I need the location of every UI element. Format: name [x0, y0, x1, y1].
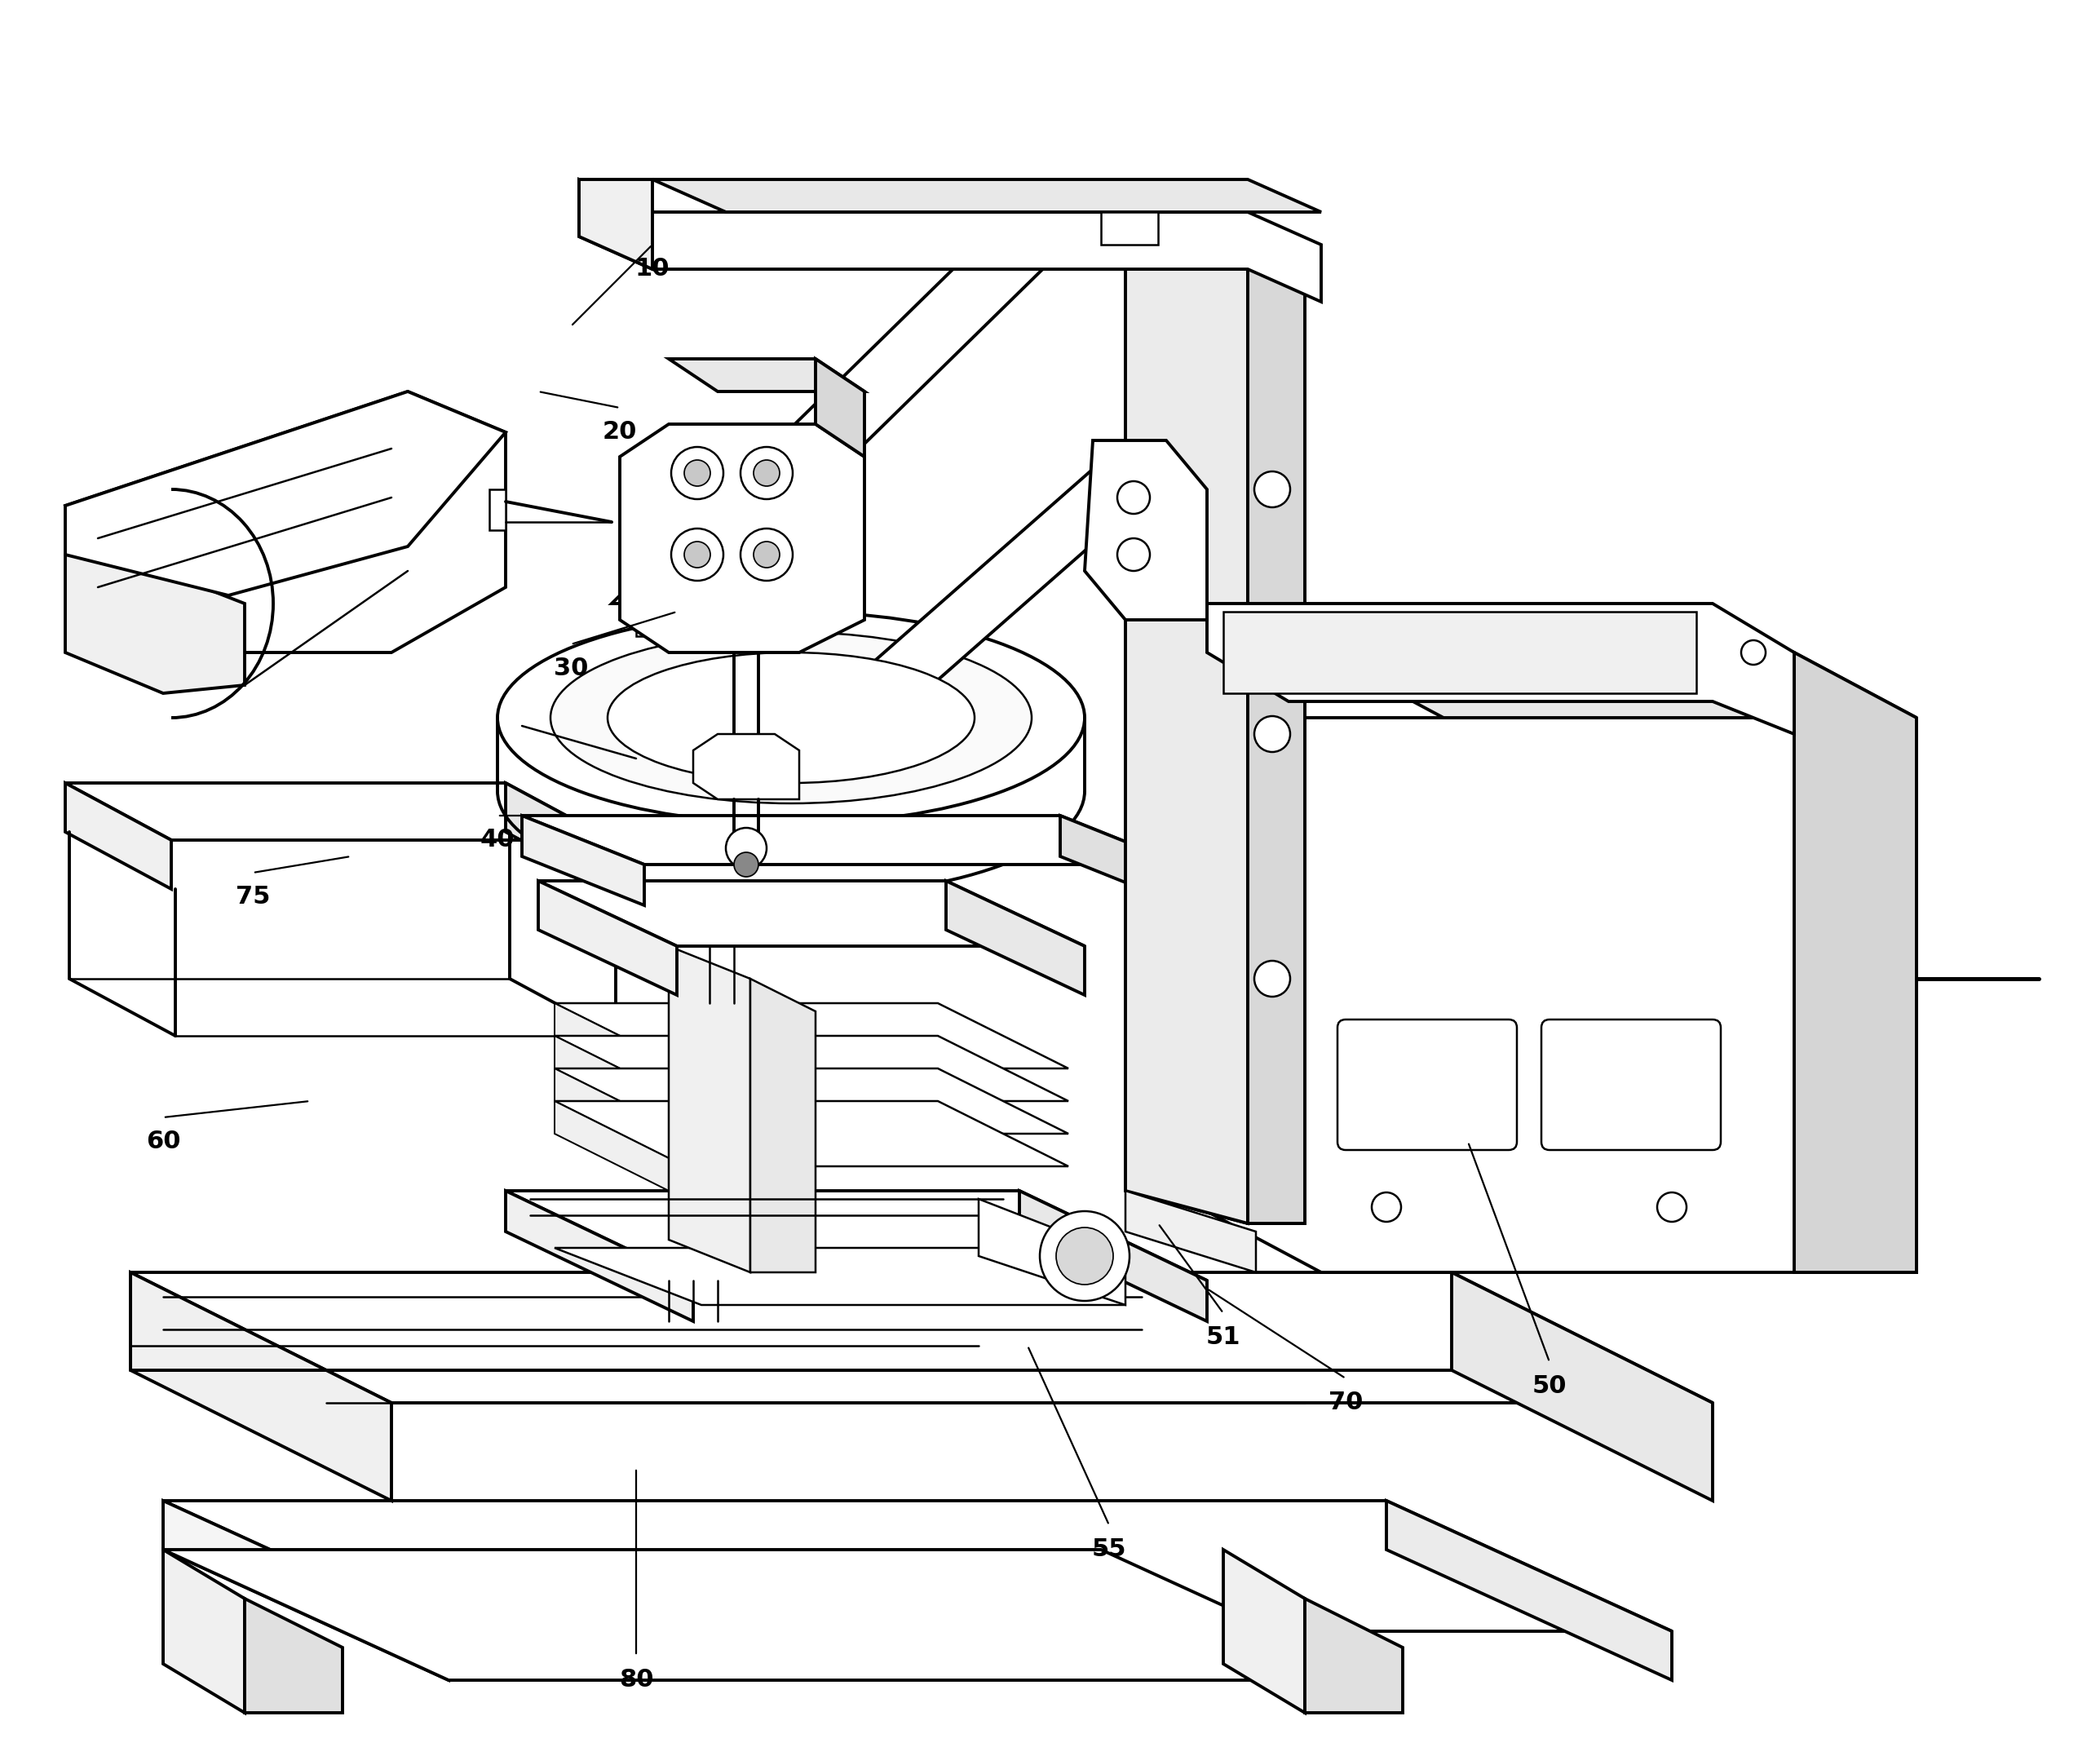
Polygon shape: [750, 978, 815, 1273]
Polygon shape: [693, 734, 800, 799]
Polygon shape: [611, 212, 1100, 604]
Circle shape: [741, 529, 792, 581]
Polygon shape: [65, 546, 246, 694]
Polygon shape: [164, 1501, 1672, 1631]
Text: 30: 30: [554, 657, 588, 681]
Polygon shape: [164, 1549, 1386, 1680]
Circle shape: [741, 448, 792, 499]
Polygon shape: [65, 783, 611, 839]
Polygon shape: [1451, 1273, 1714, 1501]
Polygon shape: [653, 179, 1321, 212]
Polygon shape: [554, 1101, 685, 1199]
Polygon shape: [668, 358, 865, 392]
Circle shape: [754, 460, 779, 486]
Circle shape: [672, 448, 722, 499]
Circle shape: [1254, 471, 1289, 507]
Polygon shape: [1304, 1598, 1403, 1712]
Circle shape: [685, 541, 710, 567]
Polygon shape: [554, 1101, 1069, 1166]
Polygon shape: [506, 1191, 1208, 1280]
Polygon shape: [1321, 653, 1917, 718]
Circle shape: [1117, 481, 1151, 515]
FancyBboxPatch shape: [1541, 1020, 1720, 1150]
Polygon shape: [1126, 1191, 1256, 1273]
Circle shape: [1254, 716, 1289, 752]
Circle shape: [1117, 539, 1151, 571]
Polygon shape: [857, 441, 1182, 701]
Text: 55: 55: [1092, 1538, 1126, 1561]
Ellipse shape: [550, 632, 1031, 804]
Polygon shape: [1199, 718, 1917, 1273]
Polygon shape: [1207, 604, 1793, 734]
Polygon shape: [1060, 815, 1182, 906]
Polygon shape: [1793, 653, 1917, 1273]
Polygon shape: [523, 815, 645, 906]
Polygon shape: [1018, 1191, 1208, 1321]
Polygon shape: [130, 1273, 391, 1501]
Polygon shape: [538, 882, 676, 996]
Circle shape: [1056, 1227, 1113, 1285]
Polygon shape: [554, 1003, 1069, 1068]
Circle shape: [685, 460, 710, 486]
Polygon shape: [1100, 212, 1157, 244]
Polygon shape: [554, 1068, 685, 1166]
Polygon shape: [554, 1249, 1126, 1305]
Circle shape: [1040, 1212, 1130, 1301]
Circle shape: [1254, 961, 1289, 997]
Polygon shape: [65, 392, 506, 653]
Polygon shape: [65, 392, 506, 595]
Circle shape: [735, 852, 758, 876]
Polygon shape: [1126, 228, 1247, 1224]
Polygon shape: [636, 587, 735, 636]
Circle shape: [1741, 641, 1766, 666]
Polygon shape: [945, 882, 1086, 996]
Text: 70: 70: [1329, 1391, 1363, 1415]
Ellipse shape: [607, 653, 974, 783]
Text: 20: 20: [603, 420, 636, 444]
Polygon shape: [489, 490, 506, 530]
Text: 40: 40: [481, 829, 514, 852]
Text: 10: 10: [634, 258, 670, 281]
Polygon shape: [580, 179, 653, 269]
Polygon shape: [554, 1036, 685, 1134]
Text: 50: 50: [1533, 1375, 1567, 1398]
Text: 80: 80: [620, 1668, 653, 1693]
Polygon shape: [554, 1068, 1069, 1134]
Polygon shape: [554, 1036, 1069, 1101]
Ellipse shape: [498, 611, 1086, 824]
Polygon shape: [1386, 1501, 1672, 1680]
Circle shape: [672, 529, 722, 581]
Polygon shape: [538, 882, 1086, 946]
Polygon shape: [1247, 228, 1304, 1224]
Text: 75: 75: [235, 885, 271, 910]
Text: 51: 51: [1205, 1326, 1241, 1349]
Polygon shape: [246, 1598, 342, 1712]
Polygon shape: [1086, 441, 1208, 620]
Polygon shape: [580, 179, 1321, 302]
Polygon shape: [130, 1273, 1714, 1403]
Polygon shape: [554, 1003, 685, 1101]
Polygon shape: [523, 815, 1182, 864]
Polygon shape: [815, 358, 865, 457]
Polygon shape: [620, 425, 865, 653]
Polygon shape: [1224, 1549, 1304, 1712]
Polygon shape: [164, 1501, 449, 1680]
Polygon shape: [506, 783, 611, 889]
Text: 60: 60: [145, 1131, 181, 1154]
Polygon shape: [65, 783, 172, 889]
Circle shape: [1657, 1192, 1686, 1222]
FancyBboxPatch shape: [1338, 1020, 1516, 1150]
Polygon shape: [1126, 228, 1304, 1224]
Polygon shape: [979, 1199, 1126, 1305]
Circle shape: [1371, 1192, 1401, 1222]
Polygon shape: [506, 1191, 693, 1321]
Circle shape: [727, 827, 766, 869]
Circle shape: [754, 541, 779, 567]
Polygon shape: [164, 1549, 246, 1712]
Polygon shape: [1224, 611, 1697, 694]
Polygon shape: [668, 946, 750, 1273]
